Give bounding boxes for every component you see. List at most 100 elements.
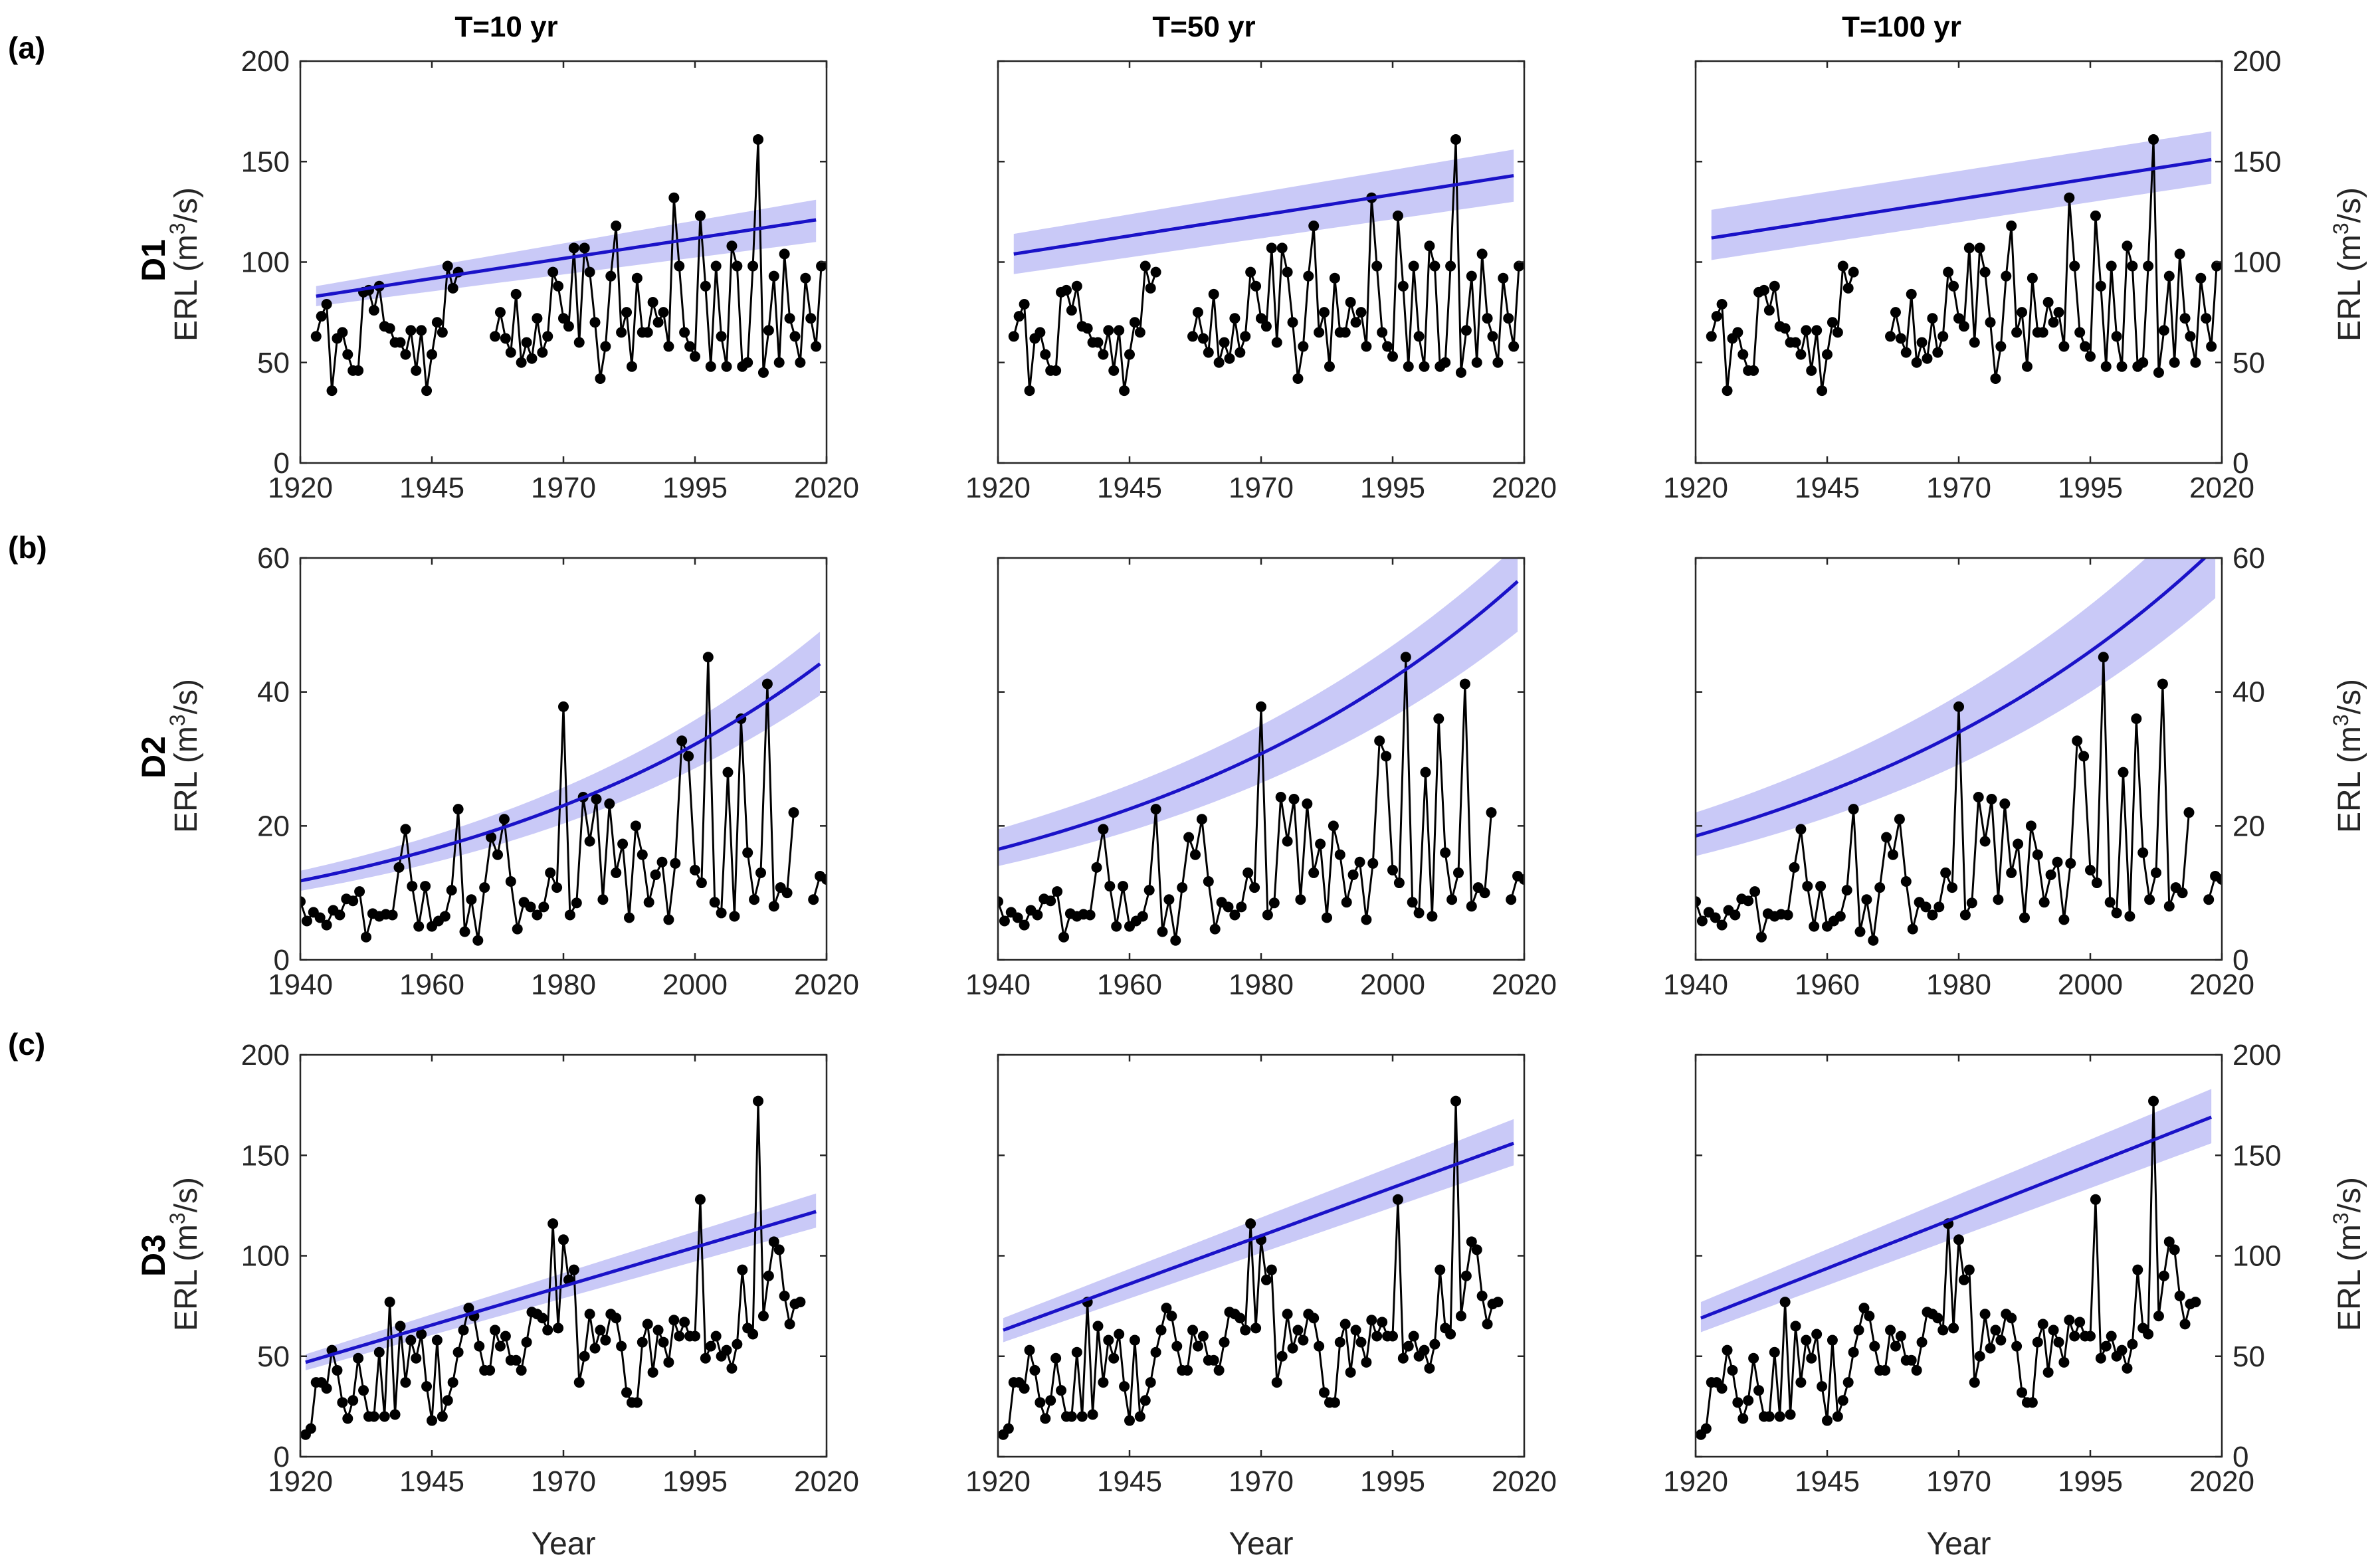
- observed-point-d2-t100-63: [2104, 897, 2116, 908]
- observed-point-d3-t50-78: [1408, 1331, 1419, 1342]
- y-tick-label-right-d3-t100-3: 150: [2232, 1139, 2281, 1172]
- observed-point-d2-t100-49: [2013, 838, 2024, 850]
- observed-point-d3-t10-30: [458, 1325, 469, 1336]
- observed-point-d3-t10-80: [721, 1344, 732, 1356]
- observed-point-d3-t50-72: [1377, 1317, 1388, 1328]
- observed-point-d3-t10-90: [773, 1244, 785, 1255]
- observed-point-d2-t10-58: [676, 735, 688, 747]
- erl-trend-line-d1-t10: [316, 218, 817, 298]
- ylabel-left-d1: ERL (m3/s): [165, 187, 204, 341]
- observed-point-d3-t50-13: [1066, 1411, 1077, 1422]
- observed-point-d2-t50-62: [1400, 652, 1411, 663]
- observed-point-d3-t10-92: [784, 1319, 795, 1330]
- observed-point-d3-t100-28: [1842, 1377, 1854, 1388]
- observed-point-d3-t50-32: [1166, 1311, 1177, 1322]
- observed-point-d1-t10-85: [789, 331, 801, 342]
- observed-point-d1-t10-78: [753, 134, 764, 145]
- observed-point-d2-t100-39: [1947, 882, 1958, 893]
- observed-point-d2-t10-48: [611, 867, 622, 878]
- observed-point-d2-t50-31: [1196, 814, 1207, 825]
- observed-point-d1-t50-59: [1350, 317, 1361, 328]
- observed-point-d3-t100-36: [1885, 1325, 1896, 1336]
- observed-point-d1-t50-55: [1329, 272, 1340, 284]
- observed-point-d1-t100-89: [2206, 341, 2217, 352]
- observed-point-d3-t50-50: [1260, 1274, 1272, 1285]
- row-label-d2: D2: [135, 736, 172, 779]
- observed-point-d3-t50-20: [1103, 1335, 1114, 1346]
- observed-point-d1-t100-57: [2037, 327, 2048, 338]
- observed-point-d1-t100-37: [1932, 347, 1943, 358]
- observed-point-d2-t50-4: [1019, 919, 1030, 931]
- observed-point-d1-t50-61: [1361, 341, 1372, 352]
- observed-point-d3-t100-63: [2027, 1397, 2038, 1408]
- observed-point-d1-t50-63: [1371, 260, 1383, 272]
- observed-point-d1-t50-46: [1282, 266, 1293, 278]
- observed-point-d3-t100-20: [1801, 1335, 1812, 1346]
- observed-point-d3-t10-56: [595, 1325, 606, 1336]
- observed-point-d3-t10-64: [637, 1336, 648, 1348]
- observed-point-d2-t50-56: [1361, 914, 1372, 925]
- observed-point-d2-t50-8: [1045, 895, 1056, 907]
- observed-point-d2-t100-10: [1756, 931, 1767, 943]
- observed-point-d1-t50-43: [1266, 242, 1277, 254]
- observed-point-d3-t100-46: [1937, 1325, 1949, 1336]
- observed-point-d2-t50-32: [1203, 876, 1214, 887]
- observed-point-d3-t10-18: [395, 1321, 406, 1332]
- observed-point-d1-t10-55: [631, 272, 643, 284]
- observed-point-d3-t10-19: [400, 1377, 411, 1388]
- observed-point-d2-t50-9: [1052, 886, 1063, 897]
- observed-point-d2-t10-75: [788, 807, 799, 818]
- observed-point-d2-t100-76: [2203, 894, 2215, 905]
- observed-point-d2-t100-24: [1848, 804, 1859, 815]
- observed-point-d2-t10-40: [558, 701, 569, 712]
- observed-point-d1-t10-74: [732, 260, 743, 272]
- observed-point-d2-t10-28: [479, 882, 490, 893]
- observed-point-d1-t100-52: [2011, 327, 2023, 338]
- observed-point-d3-t10-45: [537, 1313, 548, 1324]
- observed-point-d2-t50-55: [1354, 856, 1365, 868]
- observed-point-d3-t50-7: [1035, 1397, 1046, 1408]
- observed-point-d1-t50-42: [1260, 321, 1272, 332]
- observed-point-d2-t10-44: [584, 836, 595, 847]
- observed-point-d2-t10-30: [492, 849, 503, 860]
- observed-point-d3-t10-53: [579, 1350, 590, 1362]
- observed-point-d3-t50-36: [1187, 1325, 1199, 1336]
- observed-point-d2-t10-18: [413, 921, 425, 932]
- observed-point-d3-t100-48: [1948, 1323, 1959, 1334]
- observed-point-d2-t100-25: [1854, 926, 1866, 937]
- observed-point-d2-t50-57: [1367, 858, 1379, 869]
- column-title-t100: T=100 yr: [1842, 11, 1961, 43]
- observed-point-d1-t100-28: [1885, 331, 1896, 342]
- x-tick-label-d2-t50-3: 2000: [1360, 968, 1425, 1001]
- observed-point-d1-t100-10: [1758, 284, 1769, 296]
- observed-point-d3-t100-42: [1916, 1336, 1928, 1348]
- observed-point-d1-t10-6: [342, 349, 353, 360]
- observed-point-d3-t50-47: [1245, 1218, 1256, 1230]
- observed-point-d2-t10-51: [630, 820, 641, 832]
- observed-point-d3-t100-11: [1753, 1385, 1765, 1396]
- observed-point-d2-t10-41: [564, 909, 575, 921]
- observed-point-d1-t10-64: [679, 327, 690, 338]
- observed-point-d3-t10-20: [405, 1335, 417, 1346]
- observed-point-d2-t10-38: [545, 867, 556, 878]
- observed-point-d1-t100-88: [2201, 313, 2212, 324]
- observed-point-d1-t50-78: [1450, 134, 1462, 145]
- observed-point-d2-t50-22: [1137, 911, 1148, 922]
- plot-area-d1-t50: [1008, 134, 1524, 397]
- observed-point-d1-t100-61: [2058, 341, 2070, 352]
- observed-point-d2-t100-15: [1789, 862, 1800, 873]
- observed-point-d1-t10-66: [690, 351, 700, 362]
- observed-point-d2-t100-46: [1993, 894, 2004, 905]
- observed-point-d1-t100-31: [1900, 347, 1912, 358]
- observed-point-d1-t10-60: [658, 307, 669, 318]
- observed-point-d3-t10-27: [442, 1395, 453, 1406]
- observed-point-d2-t10-3: [314, 912, 326, 923]
- observed-point-d1-t10-30: [500, 333, 511, 344]
- x-tick-label-d3-t100-3: 1995: [2058, 1465, 2123, 1498]
- observed-point-d2-t10-69: [749, 894, 760, 905]
- observed-point-d3-t10-22: [416, 1329, 427, 1340]
- observed-point-d1-t10-52: [616, 327, 627, 338]
- observed-point-d3-t50-24: [1124, 1415, 1135, 1426]
- observed-point-d1-t10-77: [747, 260, 759, 272]
